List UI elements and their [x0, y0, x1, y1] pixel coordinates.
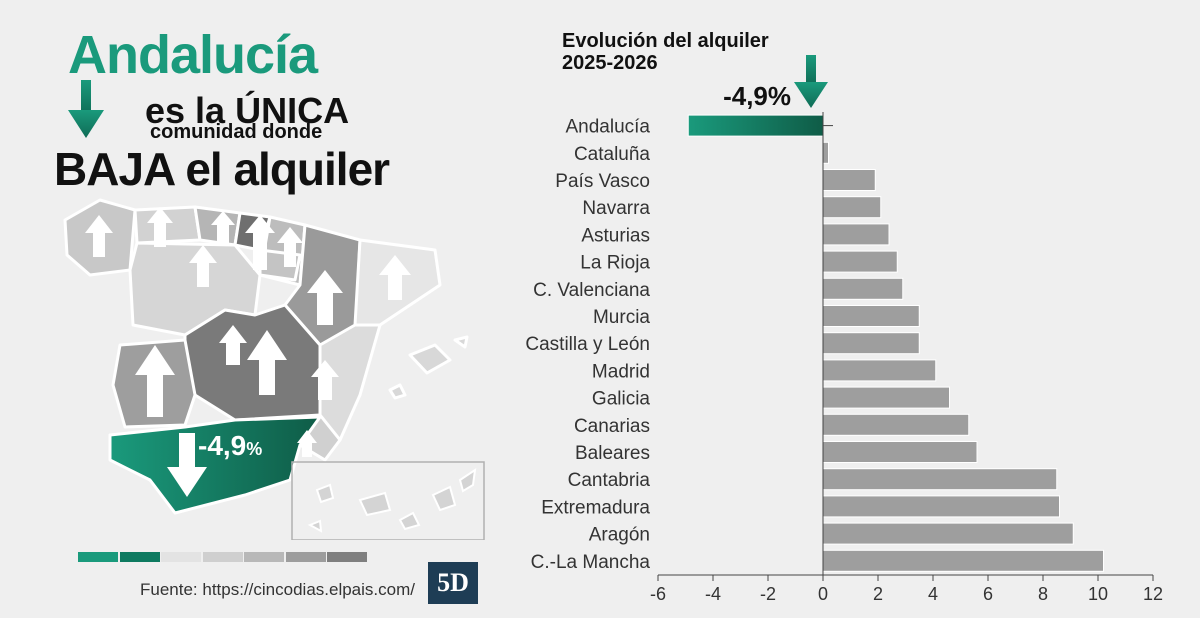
category-label: Madrid: [592, 361, 650, 382]
category-label: Canarias: [574, 416, 650, 437]
bar: [822, 441, 978, 463]
chart-subtitle: 2025-2026: [562, 52, 658, 74]
category-label: La Rioja: [580, 253, 650, 274]
up-arrow-icon: [297, 430, 317, 457]
bar: [822, 386, 950, 409]
legend-swatch: [327, 552, 367, 562]
spain-map: [63, 198, 485, 540]
up-arrow-icon: [311, 360, 339, 400]
category-label: Aragón: [589, 525, 650, 546]
x-tick-label: 2: [873, 584, 883, 604]
down-arrow-icon: [68, 80, 104, 138]
legend-swatch: [202, 552, 243, 562]
bar: [822, 468, 1058, 491]
category-label: Navarra: [582, 198, 650, 219]
x-tick-label: -4: [705, 584, 721, 604]
bar: [822, 359, 937, 382]
up-arrow-icon: [211, 211, 235, 243]
x-tick-label: 10: [1088, 584, 1108, 604]
up-arrow-icon: [247, 330, 287, 395]
up-arrow-icon: [379, 255, 411, 300]
bar: [822, 305, 920, 327]
canarias-inset: [291, 461, 485, 540]
x-tick-label: 8: [1038, 584, 1048, 604]
category-label: Baleares: [575, 443, 650, 464]
region-baleares: [408, 343, 452, 375]
category-label: País Vasco: [555, 171, 650, 192]
category-label: Asturias: [581, 225, 650, 246]
x-tick-label: -2: [760, 584, 776, 604]
legend-swatch: [161, 552, 201, 562]
category-label: Cataluña: [574, 144, 650, 165]
x-tick-label: -6: [650, 584, 666, 604]
category-label: Extremadura: [541, 497, 650, 518]
chart-title: Evolución del alquiler 2025-2026: [562, 30, 769, 74]
up-arrow-icon: [245, 215, 275, 270]
x-tick-label: 0: [818, 584, 828, 604]
legend-swatch: [285, 552, 326, 562]
annotation-label: -4,9%: [723, 81, 791, 111]
up-arrow-icon: [135, 345, 175, 417]
bar: [822, 332, 920, 355]
map-andalucia-label: -4,9%: [198, 430, 263, 461]
category-label: Murcia: [593, 307, 650, 328]
bar: [822, 141, 829, 164]
bar: [822, 277, 904, 300]
headline-line2: es la ÚNICA: [145, 90, 350, 131]
up-arrow-icon: [189, 245, 217, 287]
bar: [822, 495, 1060, 518]
bar: [822, 549, 1104, 572]
headline-region: Andalucía: [68, 25, 318, 85]
up-arrow-icon: [277, 227, 303, 267]
legend-swatch: [119, 552, 160, 562]
region-canarias: [307, 467, 477, 533]
bar: [822, 250, 898, 273]
category-label: Castilla y León: [525, 334, 650, 355]
category-label: Andalucía: [565, 117, 650, 138]
x-tick-label: 4: [928, 584, 938, 604]
category-label: C. Valenciana: [533, 280, 650, 301]
cincodias-logo: 5D: [428, 562, 478, 604]
region-andalucia: [108, 415, 322, 515]
up-arrow-icon: [307, 270, 343, 325]
headline-line4: BAJA el alquiler: [54, 143, 390, 195]
headline-line3: comunidad donde: [150, 121, 323, 143]
x-tick-label: 12: [1143, 584, 1163, 604]
category-label: Cantabria: [568, 470, 651, 491]
up-arrow-icon: [85, 215, 113, 257]
down-arrow-icon: [794, 82, 828, 108]
up-arrow-icon: [147, 207, 173, 247]
chart-title-text: Evolución del alquiler: [562, 30, 769, 52]
bar: [822, 223, 890, 246]
source-text: Fuente: https://cincodias.elpais.com/: [140, 580, 415, 599]
down-arrow-icon: [167, 433, 207, 497]
bar: [822, 413, 970, 436]
category-label: Galicia: [592, 389, 651, 410]
legend-swatch: [78, 552, 118, 562]
bar: [822, 169, 876, 191]
bar: [822, 196, 882, 219]
legend-swatch: [244, 552, 284, 562]
bar: [822, 522, 1074, 545]
annotation-arrow-shaft: [806, 55, 816, 85]
x-tick-label: 6: [983, 584, 993, 604]
up-arrow-icon: [219, 325, 247, 365]
category-label: C.-La Mancha: [531, 552, 651, 573]
bar: [687, 114, 824, 137]
